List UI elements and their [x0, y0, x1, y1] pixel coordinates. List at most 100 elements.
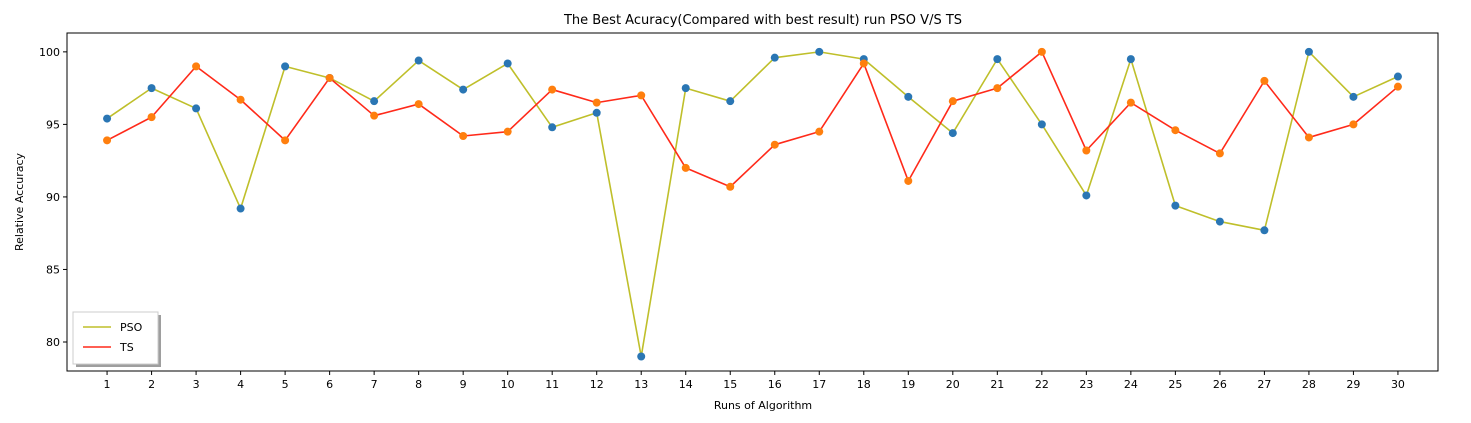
- legend-box: [72, 311, 159, 365]
- legend: PSO TS: [72, 311, 161, 367]
- data-point: [281, 62, 290, 71]
- data-point: [1393, 72, 1402, 81]
- x-tick-label: 15: [723, 378, 737, 391]
- legend-label-ts: TS: [119, 341, 134, 354]
- y-tick-label: 95: [46, 118, 60, 131]
- data-point: [548, 123, 557, 132]
- x-tick-label: 10: [501, 378, 515, 391]
- data-point: [192, 104, 201, 113]
- data-point: [459, 85, 468, 94]
- x-axis: 1 2 3 4 5 6 7 8 9 10 11 12 13 14 15 16 17 18 19 20 21 22 23 24 2…: [104, 371, 1405, 391]
- data-point: [859, 59, 868, 68]
- data-point: [325, 73, 334, 82]
- x-tick-label: 13: [634, 378, 648, 391]
- plot-area: [66, 32, 1439, 372]
- data-point: [948, 97, 957, 106]
- data-point: [414, 56, 423, 65]
- data-point: [592, 108, 601, 117]
- markers-ts: [103, 47, 1402, 191]
- series-ts: [106, 51, 1399, 188]
- x-tick-label: 9: [460, 378, 467, 391]
- data-point: [503, 59, 512, 68]
- data-point: [236, 95, 245, 104]
- data-point: [815, 127, 824, 136]
- x-tick-label: 16: [768, 378, 782, 391]
- data-point: [1349, 92, 1358, 101]
- series-line-pso: [106, 51, 1399, 358]
- x-tick-label: 7: [371, 378, 378, 391]
- data-point: [103, 136, 112, 145]
- x-tick-label: 5: [282, 378, 289, 391]
- legend-label-pso: PSO: [120, 321, 143, 334]
- data-point: [948, 129, 957, 138]
- data-point: [370, 97, 379, 106]
- x-tick-label: 11: [545, 378, 559, 391]
- data-point: [236, 204, 245, 213]
- data-point: [1037, 47, 1046, 56]
- data-point: [281, 136, 290, 145]
- x-tick-label: 1: [104, 378, 111, 391]
- data-point: [1215, 217, 1224, 226]
- x-tick-label: 24: [1124, 378, 1138, 391]
- data-point: [1171, 201, 1180, 210]
- data-point: [192, 62, 201, 71]
- data-point: [637, 91, 646, 100]
- data-point: [770, 53, 779, 62]
- x-tick-label: 26: [1213, 378, 1227, 391]
- data-point: [103, 114, 112, 123]
- x-tick-label: 20: [946, 378, 960, 391]
- x-tick-label: 17: [812, 378, 826, 391]
- x-tick-label: 28: [1302, 378, 1316, 391]
- x-tick-label: 3: [193, 378, 200, 391]
- data-point: [1171, 126, 1180, 135]
- data-point: [503, 127, 512, 136]
- data-point: [548, 85, 557, 94]
- y-axis-label: Relative Accuracy: [13, 152, 26, 251]
- data-point: [1260, 76, 1269, 85]
- data-point: [1304, 133, 1313, 142]
- x-tick-label: 29: [1346, 378, 1360, 391]
- data-point: [1037, 120, 1046, 129]
- chart-title: The Best Acuracy(Compared with best resu…: [563, 13, 962, 28]
- data-point: [726, 97, 735, 106]
- x-tick-label: 23: [1079, 378, 1093, 391]
- y-tick-label: 100: [39, 46, 60, 59]
- data-point: [726, 182, 735, 191]
- markers-pso: [103, 47, 1402, 361]
- x-tick-label: 2: [148, 378, 155, 391]
- y-axis: 80 85 90 95 100: [39, 46, 67, 349]
- series-line-ts: [106, 51, 1399, 188]
- x-tick-label: 22: [1035, 378, 1049, 391]
- data-point: [1215, 149, 1224, 158]
- data-point: [1126, 55, 1135, 64]
- data-point: [1349, 120, 1358, 129]
- x-tick-label: 18: [857, 378, 871, 391]
- x-tick-label: 27: [1257, 378, 1271, 391]
- data-point: [414, 100, 423, 109]
- x-tick-label: 6: [326, 378, 333, 391]
- y-tick-label: 90: [46, 191, 60, 204]
- series-pso: [106, 51, 1399, 358]
- data-point: [459, 131, 468, 140]
- series-layer: [103, 47, 1402, 361]
- x-tick-label: 30: [1391, 378, 1405, 391]
- data-point: [993, 55, 1002, 64]
- data-point: [1304, 47, 1313, 56]
- x-tick-label: 14: [679, 378, 693, 391]
- data-point: [147, 113, 156, 122]
- data-point: [770, 140, 779, 149]
- x-tick-label: 4: [237, 378, 244, 391]
- data-point: [681, 84, 690, 93]
- data-point: [904, 92, 913, 101]
- y-tick-label: 80: [46, 336, 60, 349]
- data-point: [1082, 146, 1091, 155]
- data-point: [1260, 226, 1269, 235]
- data-point: [681, 163, 690, 172]
- x-tick-label: 21: [990, 378, 1004, 391]
- x-axis-label: Runs of Algorithm: [714, 399, 812, 412]
- data-point: [993, 84, 1002, 93]
- data-point: [370, 111, 379, 120]
- data-point: [904, 176, 913, 185]
- data-point: [1393, 82, 1402, 91]
